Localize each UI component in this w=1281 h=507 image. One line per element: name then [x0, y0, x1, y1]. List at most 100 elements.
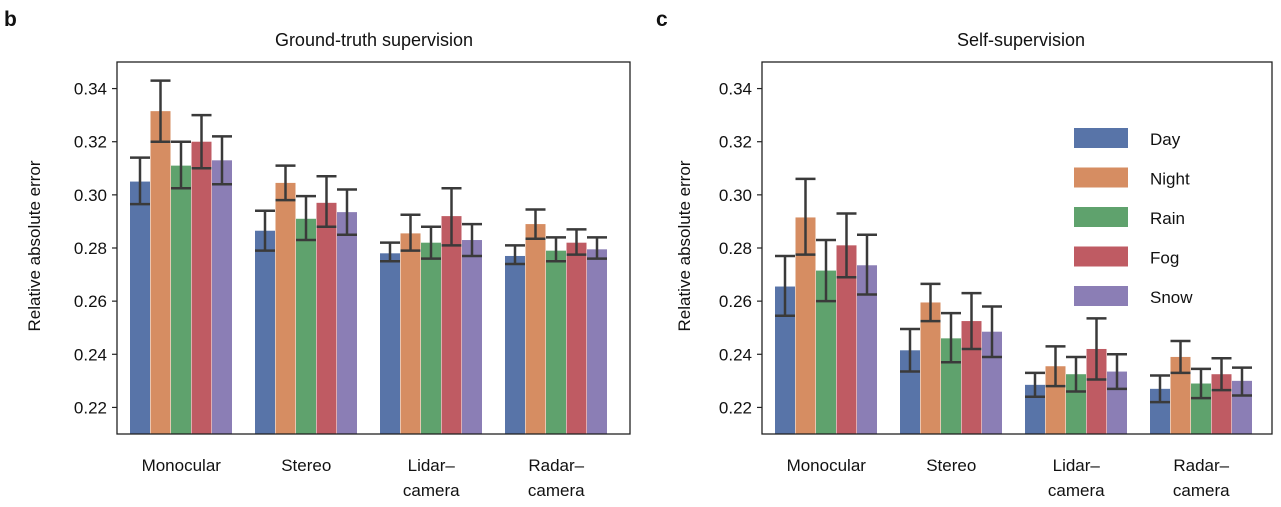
bar-b-2-fog: [441, 216, 462, 434]
legend-label-fog: Fog: [1150, 249, 1179, 268]
legend-swatch-day: [1074, 128, 1128, 148]
errorbar-b-3-snow: [587, 236, 607, 260]
legend-swatch-snow: [1074, 286, 1128, 306]
bar-b-3-night: [525, 224, 546, 434]
errorbar-c-2-fog: [1086, 317, 1107, 381]
bar-b-1-fog: [316, 202, 337, 434]
ytick-label-b-5: 0.32: [74, 133, 107, 152]
errorbar-c-1-rain: [941, 311, 961, 364]
category-label-b-3: Radar– camera: [528, 456, 585, 500]
errorbar-b-3-rain: [546, 236, 566, 263]
legend-label-day: Day: [1150, 130, 1181, 149]
bar-b-0-fog: [191, 141, 212, 434]
ytick-label-b-2: 0.26: [74, 292, 107, 311]
panel-b: b Ground-truth supervision Relative abso…: [4, 8, 631, 500]
bar-c-0-fog: [836, 245, 857, 434]
bar-c-0-night: [795, 217, 816, 434]
bar-c-2-snow: [1107, 371, 1127, 434]
errorbar-c-3-day: [1150, 374, 1170, 404]
errorbar-b-2-rain: [421, 225, 441, 260]
ytick-label-c-1: 0.24: [719, 345, 752, 364]
ytick-label-b-6: 0.34: [74, 80, 107, 99]
errorbar-c-1-fog: [961, 291, 982, 351]
legend-swatch-rain: [1074, 207, 1128, 227]
errorbar-c-2-night: [1045, 345, 1066, 388]
panel-c-letter: c: [656, 8, 668, 31]
category-label-c-0: Monocular: [787, 456, 867, 475]
errorbar-b-0-snow: [212, 135, 232, 186]
errorbar-b-3-day: [505, 244, 525, 266]
panel-b-title: Ground-truth supervision: [275, 30, 473, 50]
errorbar-c-3-fog: [1211, 357, 1232, 392]
ytick-label-c-3: 0.28: [719, 239, 752, 258]
errorbar-c-0-snow: [857, 233, 877, 296]
errorbar-b-3-night: [525, 208, 546, 240]
panel-b-ylabel: Relative absolute error: [25, 160, 44, 331]
ytick-label-c-6: 0.34: [719, 80, 752, 99]
bar-c-3-day: [1150, 388, 1170, 434]
ytick-label-c-4: 0.30: [719, 186, 752, 205]
errorbar-c-2-day: [1025, 371, 1045, 399]
category-label-b-0: Monocular: [142, 456, 222, 475]
errorbar-c-3-night: [1170, 339, 1191, 375]
bar-b-3-fog: [566, 242, 587, 434]
bar-b-3-day: [505, 255, 525, 434]
ytick-label-b-3: 0.28: [74, 239, 107, 258]
bar-c-2-night: [1045, 366, 1066, 434]
category-label-c-1: Stereo: [926, 456, 976, 475]
errorbar-b-1-fog: [316, 175, 337, 228]
errorbar-b-3-fog: [566, 228, 587, 256]
category-label-b-1: Stereo: [281, 456, 331, 475]
bar-c-2-rain: [1066, 374, 1086, 434]
bar-c-0-day: [775, 286, 795, 434]
ytick-label-c-5: 0.32: [719, 133, 752, 152]
bar-c-0-snow: [857, 265, 877, 434]
errorbar-c-2-snow: [1107, 353, 1127, 391]
ytick-label-b-4: 0.30: [74, 186, 107, 205]
panel-b-letter: b: [4, 8, 17, 31]
legend-label-rain: Rain: [1150, 209, 1185, 228]
bar-b-0-snow: [212, 160, 232, 435]
errorbar-c-1-day: [900, 327, 920, 373]
errorbar-b-0-fog: [191, 113, 212, 170]
legend-swatch-fog: [1074, 246, 1128, 267]
errorbar-c-0-rain: [816, 238, 836, 303]
legend-label-snow: Snow: [1150, 288, 1193, 307]
bar-b-1-snow: [337, 212, 357, 434]
errorbar-c-1-night: [920, 282, 941, 323]
bar-b-2-rain: [421, 242, 441, 434]
errorbar-b-1-day: [255, 209, 275, 252]
bar-c-1-night: [920, 302, 941, 434]
errorbar-c-3-snow: [1232, 366, 1252, 397]
errorbar-b-1-night: [275, 164, 296, 202]
ytick-label-b-0: 0.22: [74, 398, 107, 417]
panel-c: c Self-supervision Relative absolute err…: [656, 8, 1273, 500]
bar-b-2-day: [380, 253, 400, 434]
bar-c-3-night: [1170, 356, 1191, 434]
legend-swatch-night: [1074, 167, 1128, 188]
panel-c-ylabel: Relative absolute error: [675, 160, 694, 331]
errorbar-b-2-night: [400, 213, 421, 252]
bar-b-1-rain: [296, 218, 316, 434]
panel-c-plot: Monocular Stereo Lidar– camera Radar– camera 0…: [719, 61, 1273, 500]
legend: Day Night Rain Fog Snow: [1074, 128, 1193, 307]
errorbar-c-0-night: [795, 177, 816, 256]
errorbar-c-0-fog: [836, 212, 857, 279]
bar-b-2-snow: [462, 240, 482, 434]
errorbar-b-1-rain: [296, 194, 316, 242]
panel-b-plot: Monocular Stereo Lidar– camera Radar– camera 0…: [74, 61, 631, 500]
errorbar-b-0-day: [130, 156, 150, 206]
ytick-label-b-1: 0.24: [74, 345, 107, 364]
category-label-b-2: Lidar– camera: [403, 456, 460, 500]
errorbar-c-3-rain: [1191, 367, 1211, 400]
bar-b-3-rain: [546, 250, 566, 434]
errorbar-c-1-snow: [982, 305, 1002, 359]
panel-c-title: Self-supervision: [957, 30, 1085, 50]
bar-c-3-snow: [1232, 380, 1252, 434]
bar-b-1-day: [255, 230, 275, 434]
ytick-label-c-2: 0.26: [719, 292, 752, 311]
category-label-c-3: Radar– camera: [1173, 456, 1230, 500]
ytick-label-c-0: 0.22: [719, 398, 752, 417]
bar-b-1-night: [275, 182, 296, 434]
